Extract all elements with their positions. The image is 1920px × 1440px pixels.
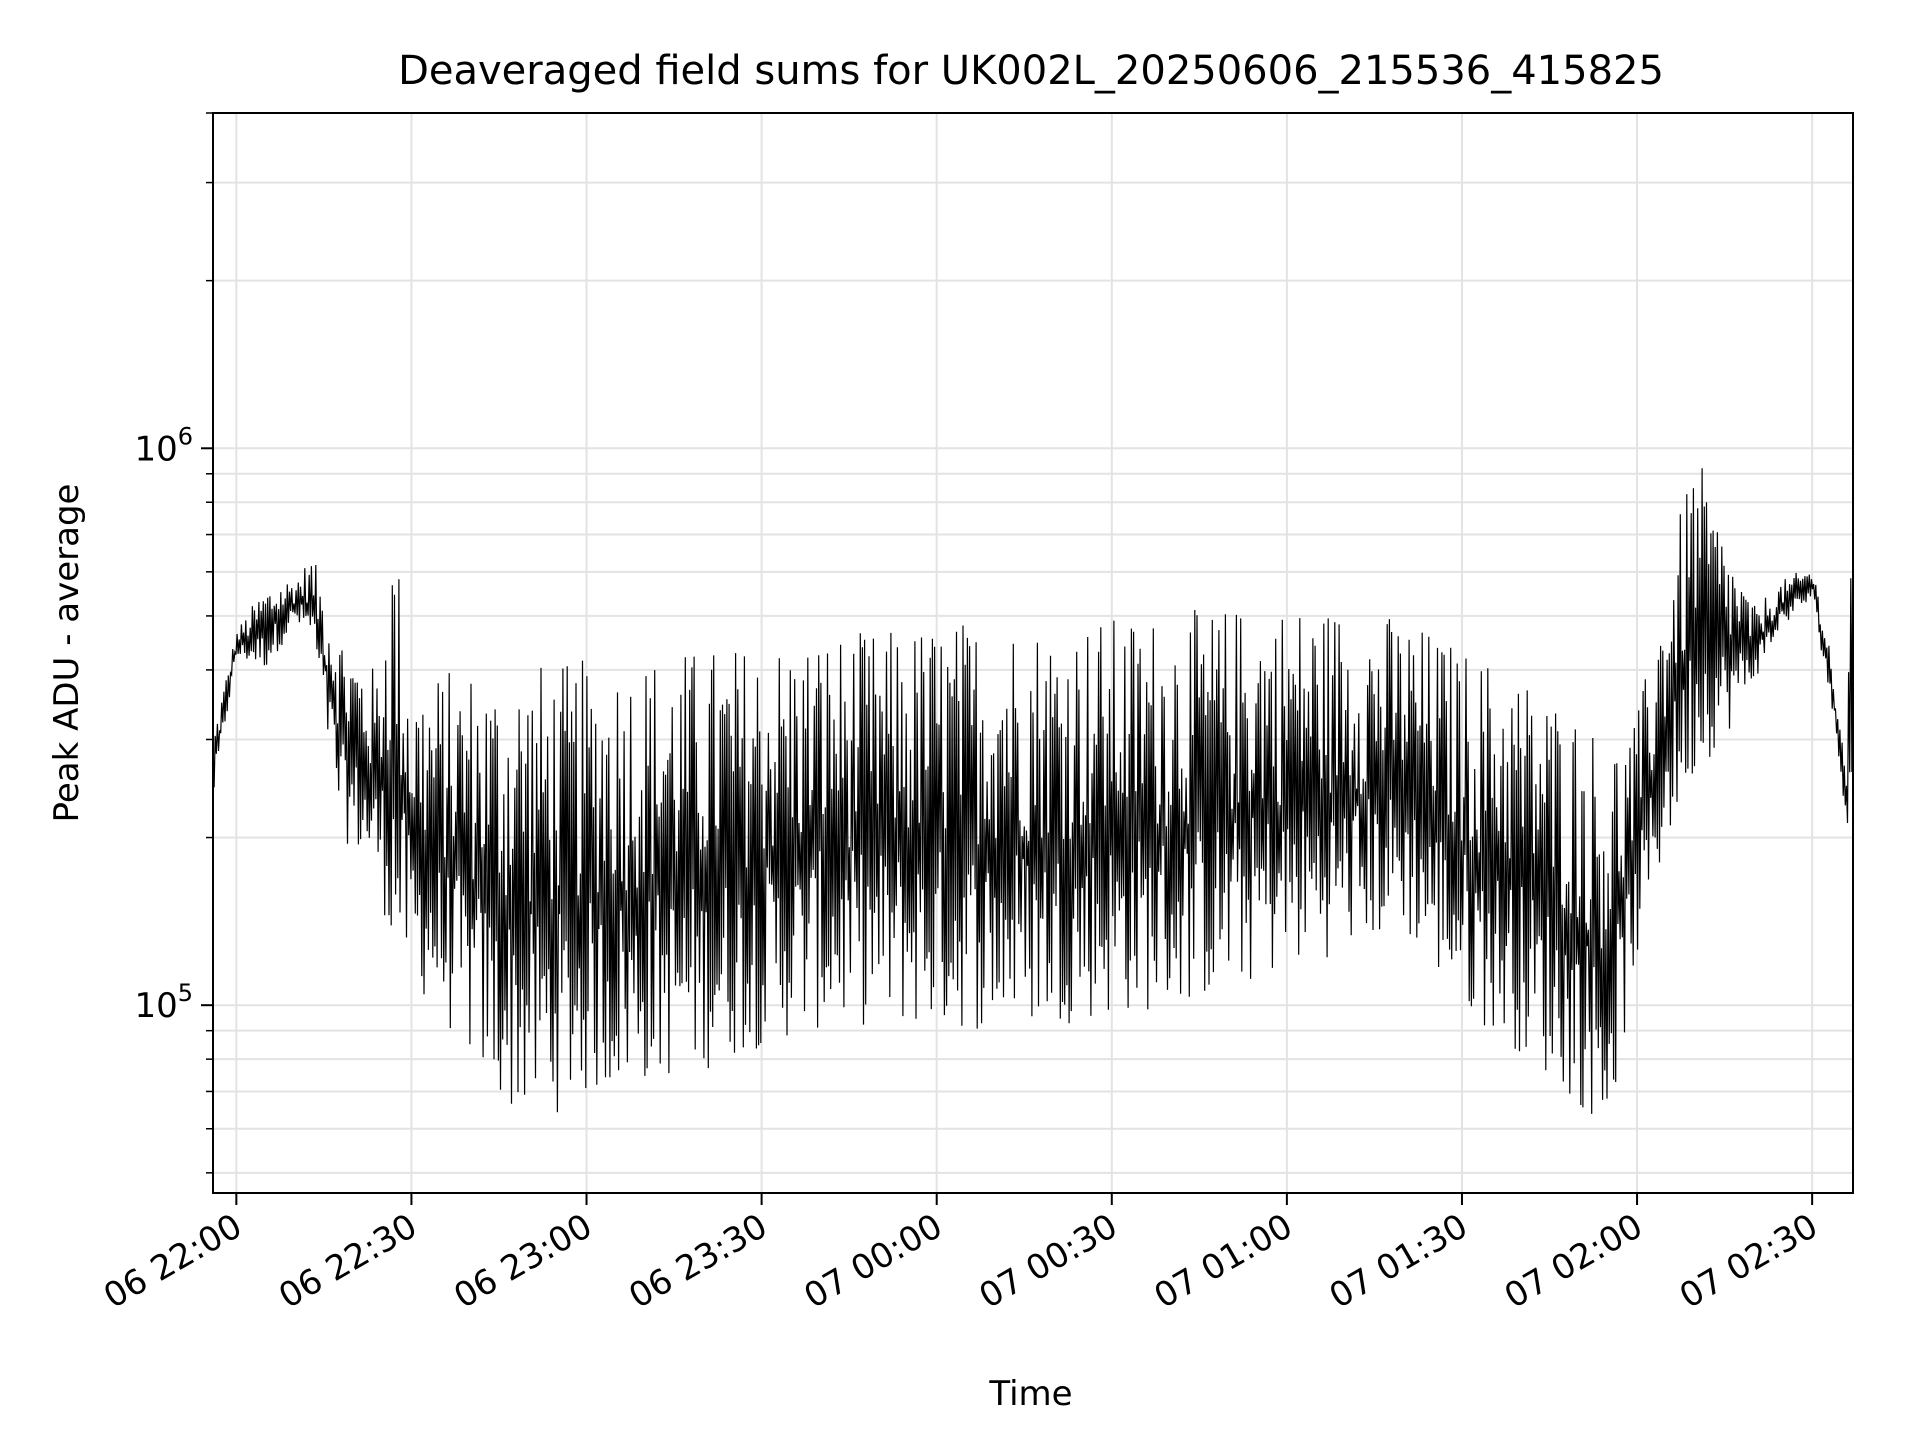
x-tick-label: 07 01:30	[1323, 1206, 1475, 1317]
chart-title: Deaveraged field sums for UK002L_2025060…	[398, 48, 1664, 94]
y-tick-label: 106	[134, 422, 193, 469]
x-tick-label: 06 22:00	[97, 1206, 249, 1317]
data-line	[212, 468, 1854, 1114]
x-tick-label: 07 00:00	[798, 1206, 950, 1317]
x-tick-label: 06 23:30	[622, 1206, 774, 1317]
x-axis-label: Time	[988, 1374, 1072, 1414]
x-tick-label: 07 02:00	[1498, 1206, 1650, 1317]
y-tick-label: 105	[134, 979, 193, 1026]
x-tick-label: 06 22:30	[272, 1206, 424, 1317]
x-tick-label: 07 02:30	[1673, 1206, 1825, 1317]
x-tick-label: 06 23:00	[447, 1206, 599, 1317]
x-tick-label: 07 01:00	[1148, 1206, 1300, 1317]
plot-frame	[212, 112, 1854, 1194]
series-line	[212, 468, 1854, 1114]
y-axis-label: Peak ADU - average	[47, 484, 87, 823]
x-tick-label: 07 00:30	[973, 1206, 1125, 1317]
